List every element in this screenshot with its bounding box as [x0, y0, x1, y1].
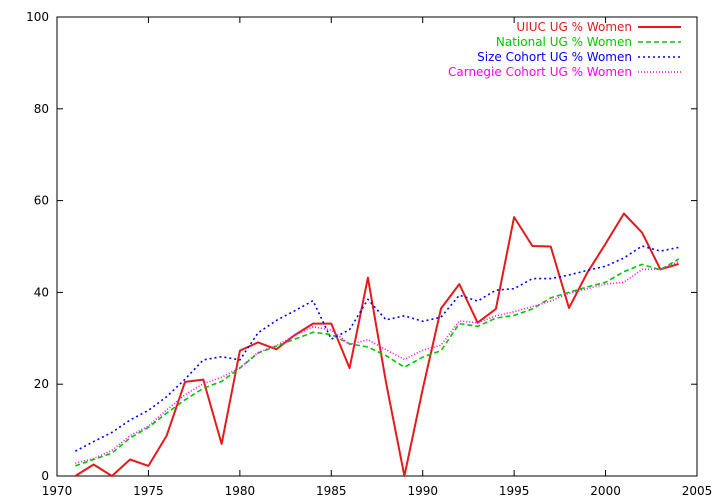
- x-tick-label: 2005: [682, 484, 713, 498]
- legend-label-1: UIUC UG % Women: [516, 20, 632, 34]
- series-lines: [74, 212, 680, 477]
- y-tick-label: 40: [34, 285, 49, 299]
- legend-label-4: Carnegie Cohort UG % Women: [448, 65, 632, 79]
- series-line-4: [75, 260, 679, 464]
- series-line-2: [75, 258, 680, 467]
- x-tick-label: 1995: [499, 484, 530, 498]
- legend-label-3: Size Cohort UG % Women: [477, 50, 632, 64]
- x-tick-label: 2000: [590, 484, 621, 498]
- x-tick-label: 1975: [133, 484, 164, 498]
- y-tick-label: 60: [34, 194, 49, 208]
- x-tick-label: 1990: [407, 484, 438, 498]
- legend-label-2: National UG % Women: [496, 35, 632, 49]
- x-tick-label: 1970: [42, 484, 73, 498]
- y-tick-label: 100: [26, 10, 49, 24]
- y-tick-label: 0: [41, 469, 49, 483]
- x-tick-label: 1985: [316, 484, 347, 498]
- y-tick-label: 80: [34, 102, 49, 116]
- axis-ticks: 1970 1975 1980 1985 1990 1995 2000 2005 0 20 40 60 8…: [26, 10, 712, 498]
- series-line-3: [74, 245, 679, 452]
- x-tick-label: 1980: [225, 484, 256, 498]
- y-tick-label: 20: [34, 377, 49, 391]
- plot-frame: [56, 16, 698, 477]
